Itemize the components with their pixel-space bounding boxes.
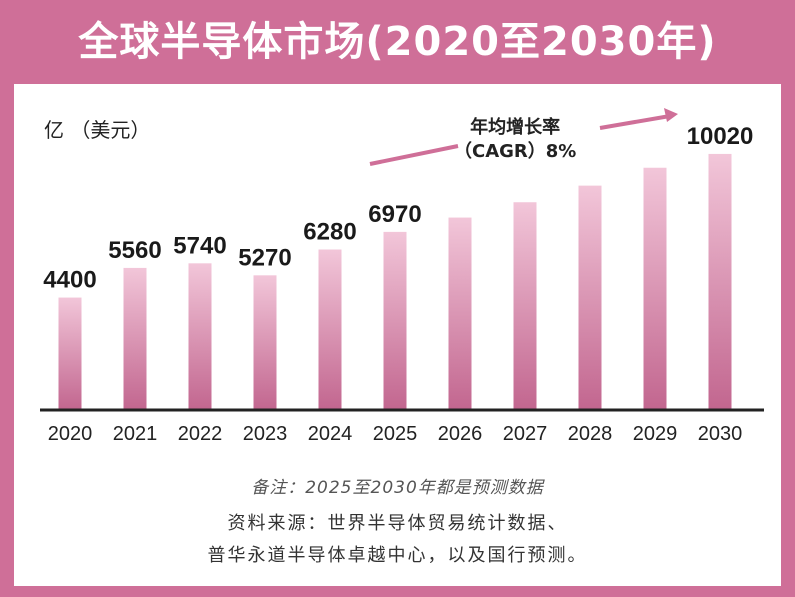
cagr-arrow-upper [599,114,671,130]
bar-chart: 2020 2021 2022 2023 2024 2025 2026 2027 2028 2029… [40,108,764,445]
data-label: 5560 [108,237,161,264]
bar-2026 [448,217,472,410]
bar-2025 [383,231,407,410]
bar-2027 [513,202,537,410]
chart-panel: 亿 （美元） 2020 2021 2022 2023 2024 2025 2026 2027 2… [14,84,781,586]
x-tick-label: 2022 [178,423,223,445]
cagr-line1: 年均增长率 [470,117,561,138]
data-label: 6970 [368,201,421,228]
cagr-arrow-lower [369,144,459,166]
data-label: 10020 [687,123,754,150]
data-label: 5270 [238,244,291,271]
bar-2023 [253,275,277,410]
data-label: 5740 [173,232,226,259]
data-label: 4400 [43,267,96,294]
x-tick-label: 2025 [373,423,418,445]
cagr-arrow-head [664,108,678,122]
bar-2030 [708,153,732,410]
x-tick-label: 2021 [113,423,158,445]
chart-source: 资料来源：世界半导体贸易统计数据、 普华永道半导体卓越中心，以及国行预测。 [14,508,781,572]
bar-2020 [58,297,82,410]
x-tick-label: 2026 [438,423,483,445]
unit-label: 亿 （美元） [44,118,151,142]
x-tick-label: 2028 [568,423,613,445]
x-tick-label: 2027 [503,423,548,445]
bar-2024 [318,249,342,410]
bar-2022 [188,263,212,410]
bar-2029 [643,167,667,410]
x-tick-label: 2024 [308,423,353,445]
x-tick-label: 2023 [243,423,288,445]
chart-title: 全球半导体市场(2020至2030年) [78,19,717,65]
cagr-line2: （CAGR）8% [454,141,577,162]
cagr-annotation: 年均增长率 （CAGR）8% [454,116,576,164]
data-label: 6280 [303,219,356,246]
chart-note: 备注：2025至2030年都是预测数据 [251,478,544,498]
source-line-1: 资料来源：世界半导体贸易统计数据、 [227,513,568,534]
bar-2021 [123,267,147,410]
x-tick-label: 2030 [698,423,743,445]
x-tick-label: 2020 [48,423,93,445]
source-line-2: 普华永道半导体卓越中心，以及国行预测。 [207,545,588,566]
cagr-arrow [369,108,678,166]
bar-2028 [578,185,602,410]
x-tick-label: 2029 [633,423,678,445]
